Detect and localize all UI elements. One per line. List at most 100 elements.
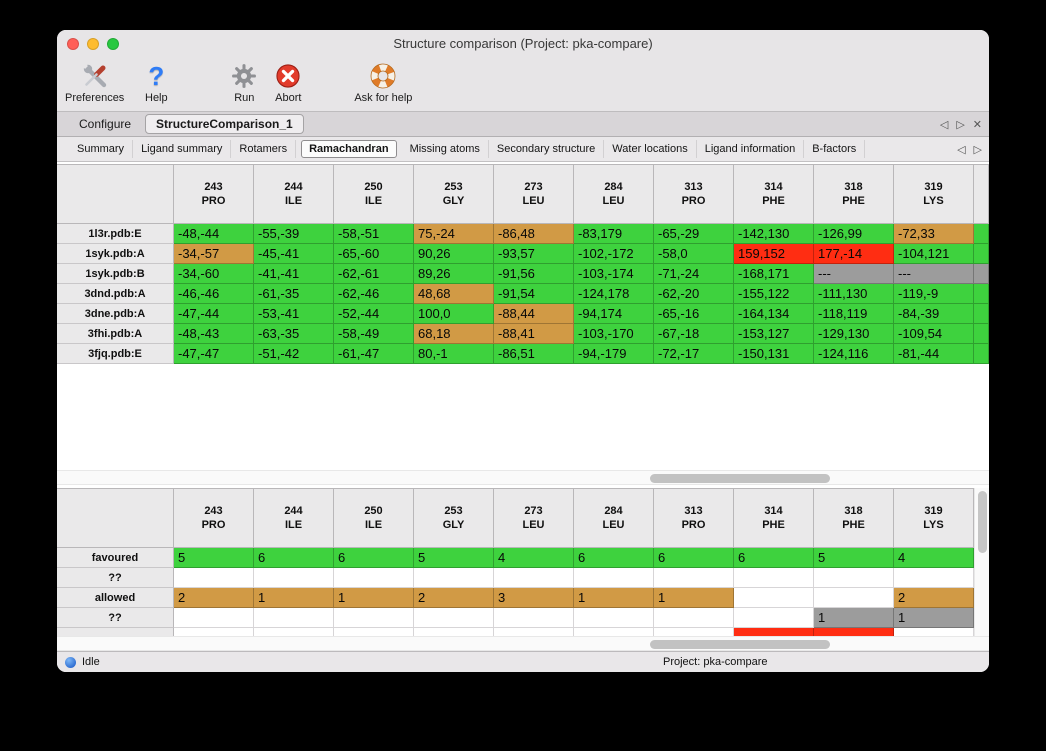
data-cell[interactable]: -63,-35 [254,324,334,344]
data-cell[interactable]: 80,-1 [414,344,494,364]
data-cell[interactable]: 6 [574,548,654,568]
data-cell[interactable]: -72,33 [894,224,974,244]
data-cell[interactable] [174,568,254,588]
data-cell[interactable] [814,628,894,637]
data-cell[interactable]: -72,-17 [654,344,734,364]
data-cell[interactable]: -51,-42 [254,344,334,364]
data-cell[interactable]: -124,116 [814,344,894,364]
help-button[interactable]: ? Help [138,61,174,104]
row-header-1syk-pdb-a[interactable]: 1syk.pdb:A [57,244,174,264]
data-cell[interactable]: 100,0 [414,304,494,324]
row-header-favoured[interactable]: favoured [57,548,174,568]
summary-vertical-scrollbar[interactable] [974,488,989,636]
data-cell[interactable]: 5 [814,548,894,568]
abort-button[interactable]: Abort [270,61,306,104]
data-cell[interactable]: 75,-24 [414,224,494,244]
data-cell[interactable]: -103,-170 [574,324,654,344]
row-header-1l3r-pdb-e[interactable]: 1l3r.pdb:E [57,224,174,244]
data-cell[interactable]: 5 [414,548,494,568]
data-cell[interactable]: 1 [254,588,334,608]
subtab-prev-icon[interactable]: ◁ [957,142,966,156]
data-cell[interactable]: -118,119 [814,304,894,324]
subtab-secondary-structure[interactable]: Secondary structure [489,140,605,158]
data-cell[interactable]: 1 [654,588,734,608]
data-cell[interactable]: --- [894,264,974,284]
column-header-243[interactable]: 243 PRO [174,488,254,548]
row-header-allowed[interactable]: allowed [57,588,174,608]
column-header-250[interactable]: 250 ILE [334,164,414,224]
column-header-284[interactable]: 284 LEU [574,164,654,224]
data-cell[interactable] [734,628,814,637]
data-cell[interactable]: -58,0 [654,244,734,264]
data-cell[interactable]: -83,179 [574,224,654,244]
data-cell[interactable] [334,628,414,637]
data-cell[interactable] [254,628,334,637]
top-horizontal-scrollbar-thumb[interactable] [650,474,830,483]
data-cell[interactable]: 68,18 [414,324,494,344]
column-header-318[interactable]: 318 PHE [814,488,894,548]
data-cell[interactable]: 159,152 [734,244,814,264]
data-cell[interactable]: -61,-47 [334,344,414,364]
data-cell[interactable]: 4 [494,548,574,568]
tab-close-icon[interactable]: ✕ [972,117,982,131]
data-cell[interactable]: -94,-179 [574,344,654,364]
data-cell[interactable]: -94,174 [574,304,654,324]
data-cell[interactable]: -88,41 [494,324,574,344]
row-header-3fhi-pdb-a[interactable]: 3fhi.pdb:A [57,324,174,344]
data-cell[interactable]: -155,122 [734,284,814,304]
data-cell[interactable] [654,608,734,628]
data-cell[interactable] [174,628,254,637]
data-cell[interactable] [574,608,654,628]
data-cell[interactable]: 1 [894,608,974,628]
data-cell[interactable] [174,608,254,628]
data-cell[interactable]: -34,-57 [174,244,254,264]
data-cell[interactable]: 3 [494,588,574,608]
data-cell[interactable]: -126,99 [814,224,894,244]
row-header-partial[interactable] [57,628,174,637]
data-cell[interactable]: -45,-41 [254,244,334,264]
data-cell[interactable]: -164,134 [734,304,814,324]
data-cell[interactable] [734,568,814,588]
data-cell[interactable]: 4 [894,548,974,568]
data-cell[interactable] [894,628,974,637]
column-header-314[interactable]: 314 PHE [734,164,814,224]
data-cell[interactable]: -84,-39 [894,304,974,324]
data-cell[interactable]: -124,178 [574,284,654,304]
subtab-ligand-summary[interactable]: Ligand summary [133,140,232,158]
data-cell[interactable]: -150,131 [734,344,814,364]
data-cell[interactable]: -55,-39 [254,224,334,244]
column-header-319[interactable]: 319 LYS [894,164,974,224]
data-cell[interactable]: -142,130 [734,224,814,244]
top-horizontal-scrollbar[interactable] [57,470,989,485]
tab-structurecomparison-1[interactable]: StructureComparison_1 [145,114,304,134]
data-cell[interactable]: -86,51 [494,344,574,364]
subtab-b-factors[interactable]: B-factors [804,140,866,158]
zoom-window-button[interactable] [107,37,119,50]
data-cell[interactable]: -71,-24 [654,264,734,284]
row-header-3dne-pdb-a[interactable]: 3dne.pdb:A [57,304,174,324]
data-cell[interactable]: -86,48 [494,224,574,244]
minimize-window-button[interactable] [87,37,99,50]
column-header-244[interactable]: 244 ILE [254,164,334,224]
tab-configure[interactable]: Configure [79,117,132,131]
data-cell[interactable] [654,628,734,637]
subtab-ligand-information[interactable]: Ligand information [697,140,805,158]
data-cell[interactable] [574,628,654,637]
data-cell[interactable]: -93,57 [494,244,574,264]
titlebar[interactable]: Structure comparison (Project: pka-compa… [57,30,989,57]
column-header-253[interactable]: 253 GLY [414,488,494,548]
ask-for-help-button[interactable]: Ask for help [354,61,412,104]
column-header-313[interactable]: 313 PRO [654,164,734,224]
bottom-horizontal-scrollbar[interactable] [57,636,989,651]
data-cell[interactable]: -48,-44 [174,224,254,244]
close-window-button[interactable] [67,37,79,50]
run-button[interactable]: Run [226,61,262,104]
data-cell[interactable]: 90,26 [414,244,494,264]
data-cell[interactable]: 2 [174,588,254,608]
subtab-summary[interactable]: Summary [69,140,134,158]
data-cell[interactable]: 2 [894,588,974,608]
data-cell[interactable]: -109,54 [894,324,974,344]
data-cell[interactable]: -103,-174 [574,264,654,284]
data-cell[interactable] [414,608,494,628]
tab-prev-icon[interactable]: ◁ [939,117,949,131]
